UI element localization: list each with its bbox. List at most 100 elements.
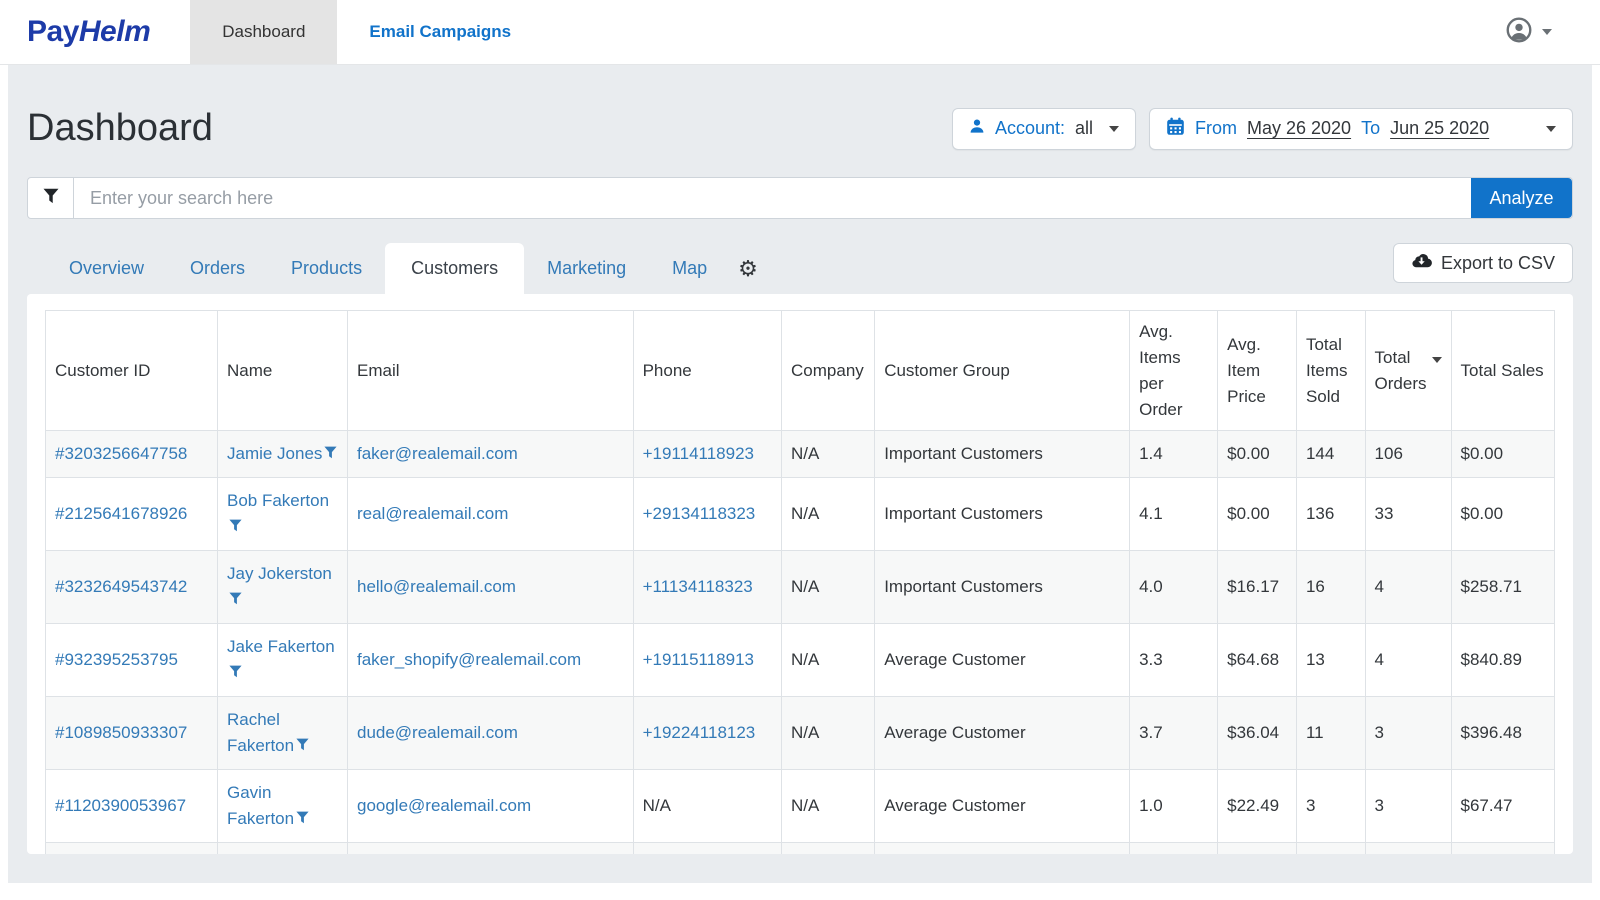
col-header-total-items-sold[interactable]: Total Items Sold — [1295, 310, 1366, 431]
customer-id-link[interactable]: #1120390053967 — [55, 796, 187, 815]
total-orders: 106 — [1374, 444, 1403, 463]
customer-id-link[interactable]: #3232649543742 — [55, 577, 188, 596]
total-items-sold: 3 — [1305, 796, 1316, 815]
total-orders: 4 — [1374, 650, 1384, 669]
total-items-sold: 144 — [1305, 444, 1335, 463]
avg-item-price: $16.17 — [1227, 577, 1280, 596]
customer-company: N/A — [791, 444, 820, 463]
date-from-value[interactable]: May 26 2020 — [1247, 118, 1352, 138]
customer-phone[interactable]: +19224118123 — [642, 723, 756, 742]
search-filter-button[interactable] — [28, 178, 74, 218]
customer-phone[interactable]: +11134118323 — [642, 577, 753, 596]
user-avatar-icon — [1506, 17, 1532, 48]
customer-email-link[interactable]: real@realemail.com — [356, 504, 509, 523]
account-caret-icon — [1109, 125, 1119, 132]
name-filter-funnel-icon[interactable] — [296, 811, 309, 824]
table-row: #2125641678926 Bob Fakerton real@realema… — [45, 477, 1556, 551]
calendar-icon — [1166, 117, 1185, 141]
customer-group: Average Customer — [884, 723, 1026, 742]
table-row: #3023906177102 Jonathan Fakerton payhelm… — [45, 842, 1556, 854]
customer-id-link[interactable]: #1089850933307 — [55, 723, 188, 742]
table-header-row: Customer ID Name Email Phone Company Cus… — [45, 310, 1556, 431]
nav-item-email-campaigns[interactable]: Email Campaigns — [369, 22, 512, 41]
col-header-name[interactable]: Name — [216, 310, 348, 431]
date-to-value[interactable]: Jun 25 2020 — [1390, 118, 1490, 138]
col-header-customer-group[interactable]: Customer Group — [874, 310, 1131, 431]
customer-email-link[interactable]: hello@realemail.com — [356, 577, 516, 596]
total-sales: $840.89 — [1460, 650, 1522, 669]
dashboard-body: Dashboard Account: all — [8, 65, 1592, 883]
total-orders-header-label: Total Orders — [1374, 347, 1427, 393]
customers-table-body: #3203256647758 Jamie Jones faker@realema… — [45, 430, 1556, 854]
col-header-customer-id[interactable]: Customer ID — [45, 310, 218, 431]
avg-items-per-order: 4.0 — [1139, 577, 1163, 596]
sort-caret-icon[interactable] — [1431, 357, 1442, 363]
customer-id-link[interactable]: #2125641678926 — [55, 504, 188, 523]
analyze-button[interactable]: Analyze — [1471, 178, 1572, 218]
customer-id-link[interactable]: #932395253795 — [55, 650, 178, 669]
settings-gear-icon[interactable]: ⚙ — [738, 255, 758, 281]
customer-group: Average Customer — [884, 650, 1026, 669]
customer-name-link[interactable]: Jay Jokerston — [227, 564, 332, 609]
col-header-phone[interactable]: Phone — [632, 310, 783, 431]
customer-id-link[interactable]: #3203256647758 — [55, 444, 188, 463]
customer-phone[interactable]: +19115118913 — [642, 650, 754, 669]
tab-map[interactable]: Map — [672, 258, 708, 278]
tab-customers[interactable]: Customers — [385, 243, 525, 294]
col-header-avg-items-per-order[interactable]: Avg. Items per Order — [1129, 310, 1219, 431]
person-icon — [969, 118, 985, 139]
date-from-label: From — [1195, 118, 1237, 138]
export-to-csv-button[interactable]: Export to CSV — [1392, 243, 1573, 283]
customer-email-link[interactable]: faker@realemail.com — [356, 444, 518, 463]
customer-name-link[interactable]: Rachel Fakerton — [227, 710, 309, 755]
name-filter-funnel-icon[interactable] — [296, 738, 309, 751]
total-items-sold: 11 — [1305, 723, 1324, 742]
customer-phone[interactable]: +19114118923 — [642, 444, 754, 463]
logo-helm: Helm — [78, 15, 151, 48]
tab-marketing[interactable]: Marketing — [547, 258, 627, 278]
top-navbar: Pay Helm Dashboard Email Campaigns — [0, 0, 1600, 65]
avg-item-price: $36.04 — [1227, 723, 1280, 742]
nav-item-dashboard[interactable]: Dashboard — [190, 0, 338, 64]
total-sales: $396.48 — [1460, 723, 1522, 742]
name-filter-funnel-icon[interactable] — [229, 519, 242, 532]
avg-items-per-order: 1.0 — [1139, 796, 1163, 815]
customer-email-link[interactable]: dude@realemail.com — [356, 723, 518, 742]
total-orders: 33 — [1374, 504, 1394, 523]
customer-phone[interactable]: +29134118323 — [642, 504, 756, 523]
col-header-total-sales[interactable]: Total Sales — [1450, 310, 1556, 431]
col-header-company[interactable]: Company — [781, 310, 876, 431]
customer-email-link[interactable]: google@realemail.com — [356, 796, 532, 815]
col-header-email[interactable]: Email — [346, 310, 634, 431]
customer-name-link[interactable]: Gavin Fakerton — [227, 783, 309, 828]
filter-funnel-icon — [42, 188, 59, 209]
tab-overview[interactable]: Overview — [69, 258, 145, 278]
tab-products[interactable]: Products — [291, 258, 363, 278]
table-row: #1089850933307 Rachel Fakerton dude@real… — [45, 696, 1556, 770]
col-header-total-orders[interactable]: Total Orders — [1364, 310, 1452, 431]
user-menu-caret-icon — [1542, 29, 1552, 35]
customer-group: Important Customers — [884, 504, 1043, 523]
avg-items-per-order: 1.4 — [1139, 444, 1163, 463]
search-bar: Analyze — [27, 177, 1573, 219]
total-sales: $0.00 — [1460, 504, 1504, 523]
customer-email-link[interactable]: faker_shopify@realemail.com — [356, 650, 582, 669]
customer-group: Average Customer — [884, 796, 1026, 815]
cloud-download-icon — [1411, 252, 1432, 274]
account-selector[interactable]: Account: all — [951, 107, 1136, 150]
name-filter-funnel-icon[interactable] — [324, 446, 338, 459]
date-range-selector[interactable]: From May 26 2020 To Jun 25 2020 — [1149, 107, 1573, 150]
tab-orders[interactable]: Orders — [190, 258, 246, 278]
customer-name-link[interactable]: Bob Fakerton — [227, 491, 329, 536]
avg-item-price: $22.49 — [1227, 796, 1280, 815]
account-label: Account: — [994, 118, 1065, 138]
name-filter-funnel-icon[interactable] — [229, 665, 242, 678]
total-orders: 3 — [1374, 723, 1384, 742]
customer-name-link[interactable]: Jamie Jones — [227, 444, 338, 463]
col-header-avg-item-price[interactable]: Avg. Item Price — [1217, 310, 1297, 431]
user-menu[interactable] — [1506, 0, 1600, 64]
payhelm-logo[interactable]: Pay Helm — [0, 0, 190, 64]
search-input[interactable] — [74, 178, 1471, 218]
name-filter-funnel-icon[interactable] — [229, 592, 242, 605]
customer-name-link[interactable]: Jake Fakerton — [227, 637, 335, 682]
